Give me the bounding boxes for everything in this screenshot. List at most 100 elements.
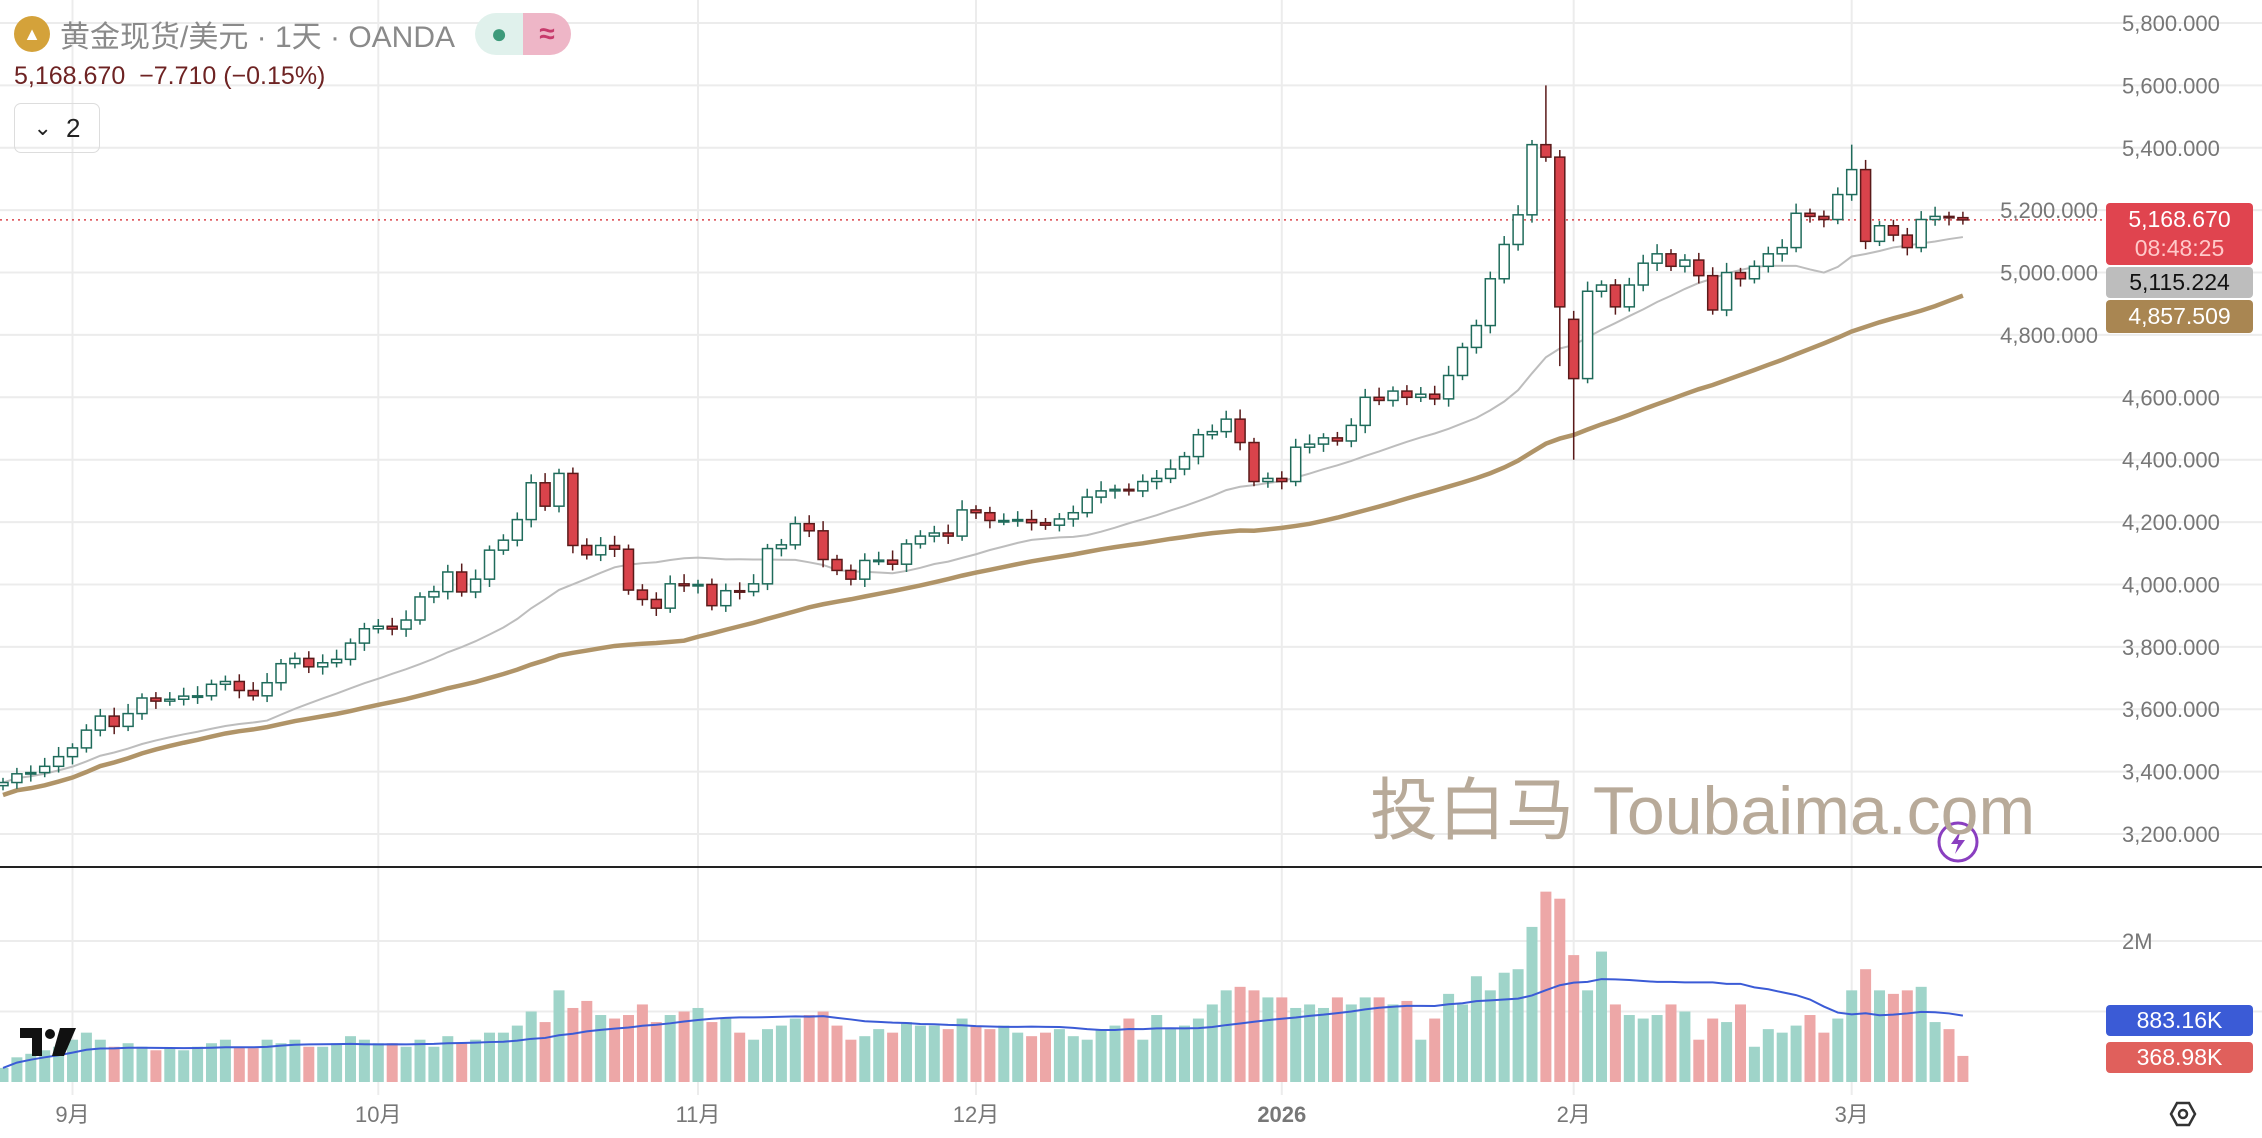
candle-body	[1720, 271, 1733, 311]
volume-bar	[25, 1053, 37, 1082]
candle-body	[1540, 143, 1552, 158]
candle-body	[1428, 393, 1441, 400]
candle-body	[1762, 253, 1775, 268]
candle	[1637, 254, 1649, 292]
volume-bar	[219, 1039, 231, 1082]
symbol-header[interactable]: ▲ 黄金现货/美元 · 1天 · OANDA ● ≈	[14, 12, 572, 56]
price-axis[interactable]: 3,200.000 3,400.000 3,600.000 3,800.000 4,00…	[2000, 11, 2220, 847]
candle	[497, 534, 510, 555]
volume-bar	[539, 1022, 551, 1082]
volume-bar	[1109, 1025, 1121, 1082]
candle	[1137, 474, 1149, 498]
candle-body	[1345, 424, 1358, 442]
last-price-tag-value: 5,168.670	[2128, 206, 2231, 232]
candle	[998, 513, 1010, 526]
volume-bar	[859, 1036, 871, 1082]
time-tick-label: 10月	[355, 1102, 401, 1127]
settings-icon[interactable]	[2169, 1101, 2197, 1127]
volume-bar	[1679, 1011, 1691, 1082]
volume-bar	[289, 1039, 301, 1082]
volume-bar	[817, 1011, 829, 1082]
candle	[38, 757, 51, 778]
volume-bar	[1443, 993, 1455, 1082]
candle	[650, 592, 663, 616]
volume-bar	[1318, 1007, 1329, 1082]
symbol-title[interactable]: 黄金现货/美元 · 1天 · OANDA	[60, 21, 456, 54]
volume-bar	[609, 1018, 621, 1082]
candle-body	[1373, 396, 1385, 402]
volume-bar	[720, 1018, 732, 1082]
candle	[1289, 438, 1302, 487]
price-quote: 5,168.670 −7.710 (−0.15%)	[14, 62, 325, 91]
candle-body	[1859, 168, 1872, 243]
indicator-status[interactable]: ● ≈	[475, 13, 572, 55]
volume-bar	[595, 1015, 607, 1082]
gold-logo-icon: ▲	[14, 16, 50, 52]
volume-bar	[206, 1043, 217, 1082]
candle	[11, 767, 23, 789]
candle	[900, 539, 913, 572]
volume-bar	[914, 1025, 926, 1082]
volume-bar	[1012, 1032, 1024, 1082]
volume-bar	[1651, 1015, 1663, 1082]
candle-body	[1512, 214, 1524, 246]
indicators-collapse-button[interactable]: ⌄ 2	[14, 103, 100, 153]
volume-bar	[525, 1011, 537, 1082]
candle-body	[511, 518, 524, 541]
volume-bar	[1429, 1018, 1441, 1082]
candle-body	[525, 482, 537, 521]
candle	[733, 582, 746, 600]
candle-body	[1526, 143, 1538, 216]
candle-body	[720, 589, 732, 607]
candle	[1234, 409, 1246, 451]
candle-body	[261, 681, 273, 697]
candle	[261, 673, 273, 703]
candle-body	[469, 578, 482, 593]
lightning-icon[interactable]	[1937, 821, 1979, 863]
volume-bar	[956, 1018, 968, 1082]
candle	[191, 686, 204, 704]
volume-bar	[511, 1025, 523, 1082]
volume-bar	[1554, 898, 1566, 1082]
candle-body	[817, 530, 829, 561]
candle	[692, 579, 704, 594]
volume-bar	[1901, 990, 1913, 1082]
volume-bar	[1929, 1022, 1941, 1082]
volume-bar	[1860, 969, 1872, 1082]
candle	[1915, 211, 1927, 253]
volume-bar	[303, 1046, 315, 1082]
candle	[1720, 262, 1733, 317]
volume-bar	[484, 1032, 495, 1082]
candle-body	[914, 535, 927, 545]
volume-bar	[1290, 1007, 1302, 1082]
candle	[1150, 469, 1163, 490]
candle	[1303, 434, 1316, 454]
volume-bar	[1846, 990, 1858, 1082]
volume-bar	[1026, 1036, 1038, 1082]
candle-body	[733, 589, 746, 593]
volume-bar	[748, 1039, 760, 1082]
candle-body	[900, 543, 913, 565]
volume-bar	[1470, 976, 1482, 1082]
candle-body	[414, 596, 426, 621]
time-axis[interactable]: 9月 10月 11月 12月 2026 2月 3月	[55, 1102, 1868, 1127]
candle-body	[1234, 418, 1246, 444]
volume-bar	[803, 1015, 815, 1082]
volume-ma-tag: 883.16K	[2106, 1005, 2253, 1036]
candle	[747, 574, 760, 597]
candle	[1220, 410, 1232, 438]
volume-bar	[428, 1046, 440, 1082]
candle-body	[1164, 468, 1177, 480]
candle-body	[831, 558, 843, 572]
candle-body	[1248, 441, 1260, 483]
candle	[177, 687, 190, 706]
candle	[761, 543, 774, 591]
candle	[1373, 387, 1385, 406]
candle-body	[11, 773, 23, 784]
candle	[1442, 365, 1455, 407]
tradingview-logo[interactable]	[20, 1028, 76, 1056]
candle-body	[761, 547, 774, 585]
candle-body	[886, 559, 899, 565]
volume-bar	[247, 1048, 259, 1082]
